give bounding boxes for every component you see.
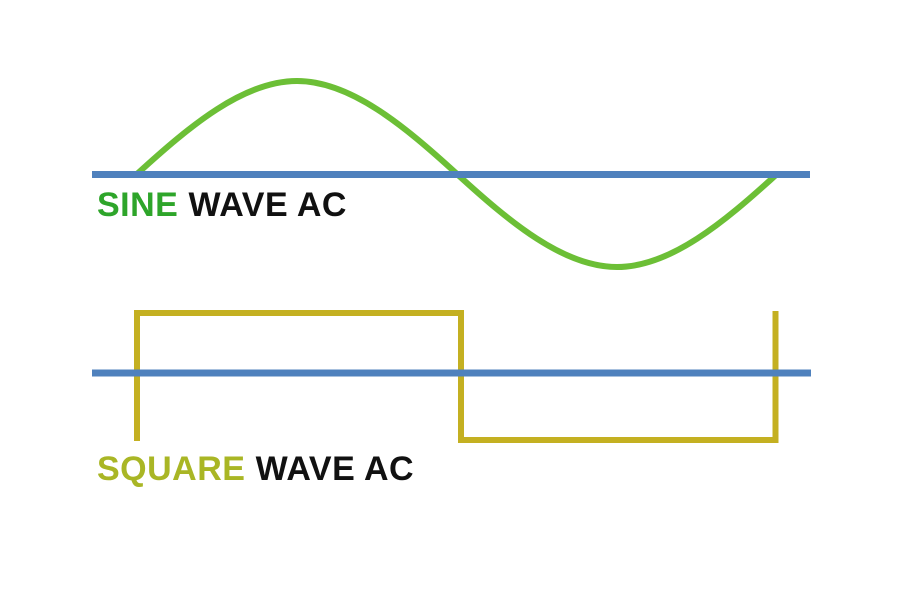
square-wave-label: SQUARE WAVE AC — [97, 452, 414, 486]
sine-wave-label-highlight: SINE — [97, 186, 179, 224]
square-wave-label-rest: WAVE AC — [255, 450, 415, 488]
sine-wave-label: SINE WAVE AC — [97, 188, 347, 222]
sine-wave-label-rest: WAVE AC — [188, 186, 347, 224]
square-wave-label-highlight: SQUARE — [97, 450, 246, 488]
